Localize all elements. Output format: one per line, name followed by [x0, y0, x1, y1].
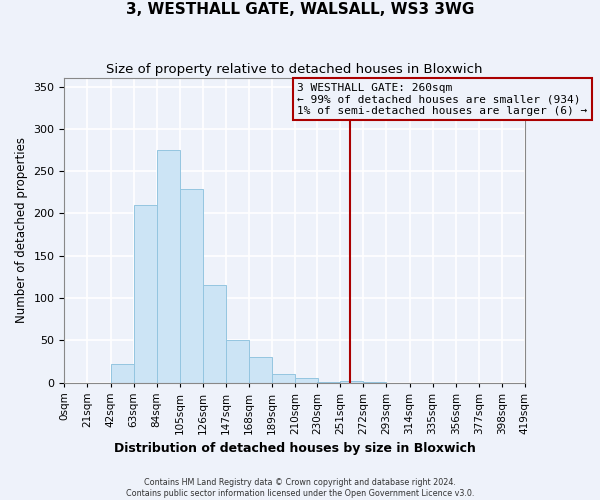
Text: Contains HM Land Registry data © Crown copyright and database right 2024.
Contai: Contains HM Land Registry data © Crown c…	[126, 478, 474, 498]
Bar	[249, 357, 272, 382]
Text: 3 WESTHALL GATE: 260sqm
← 99% of detached houses are smaller (934)
1% of semi-de: 3 WESTHALL GATE: 260sqm ← 99% of detache…	[297, 82, 587, 116]
Bar	[180, 189, 203, 382]
Bar	[110, 364, 134, 382]
X-axis label: Distribution of detached houses by size in Bloxwich: Distribution of detached houses by size …	[114, 442, 476, 455]
Bar	[134, 205, 157, 382]
Y-axis label: Number of detached properties: Number of detached properties	[15, 138, 28, 324]
Bar	[157, 150, 180, 382]
Bar	[226, 340, 249, 382]
Bar	[340, 381, 364, 382]
Text: 3, WESTHALL GATE, WALSALL, WS3 3WG: 3, WESTHALL GATE, WALSALL, WS3 3WG	[126, 2, 474, 18]
Bar	[272, 374, 295, 382]
Bar	[295, 378, 318, 382]
Title: Size of property relative to detached houses in Bloxwich: Size of property relative to detached ho…	[106, 62, 483, 76]
Bar	[203, 286, 226, 382]
